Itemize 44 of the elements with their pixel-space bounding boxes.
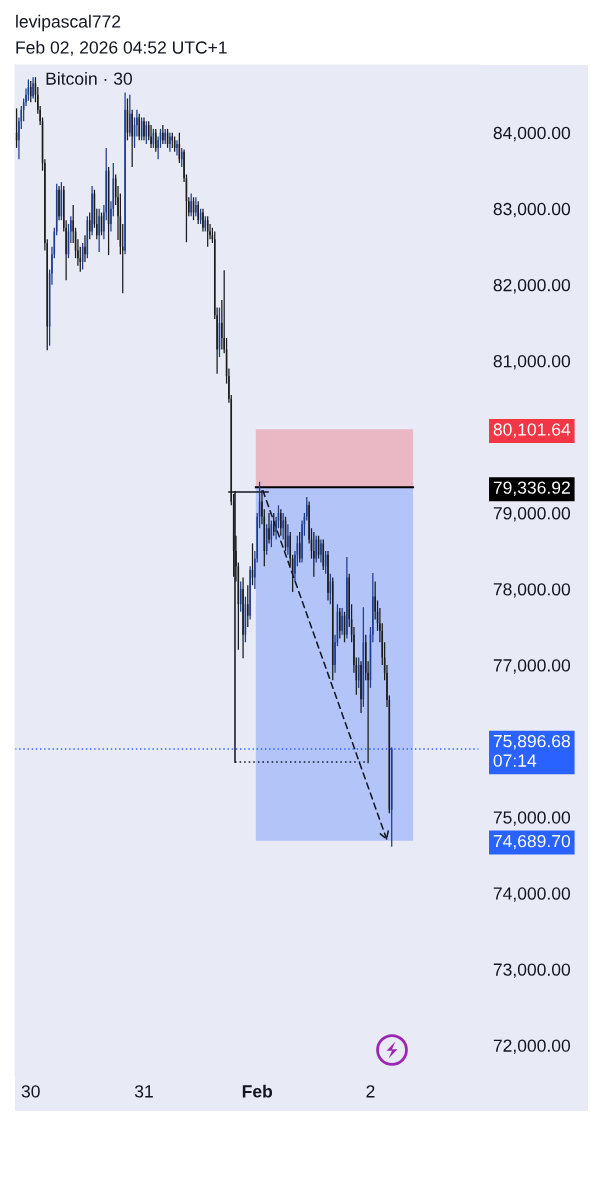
candlestick	[268, 512, 270, 545]
y-tick-label: 83,000.00	[493, 202, 571, 218]
y-tick-label: 82,000.00	[493, 278, 571, 294]
candlestick	[32, 76, 34, 100]
candlestick	[313, 531, 315, 578]
x-tick-label: 31	[134, 1085, 153, 1098]
y-tick-label: 79,000.00	[493, 507, 571, 522]
text: levipascal772	[16, 14, 121, 32]
candlestick	[247, 584, 249, 628]
y-tick-label: 81,000.00	[493, 354, 571, 370]
x-tick-label: 30	[21, 1085, 40, 1098]
chart-title: Bitcoin · 30	[46, 71, 133, 85]
y-tick-label: 74,000.00	[493, 887, 571, 902]
candlestick	[143, 116, 145, 141]
y-tick-label: 80,101.64	[493, 423, 571, 438]
candlestick	[150, 124, 152, 149]
candlestick	[164, 128, 166, 145]
y-tick-label: 78,000.00	[493, 583, 571, 598]
y-tick-label: 75,896.68 07:14	[493, 734, 570, 767]
candlestick	[242, 576, 244, 659]
x-tick-label: 2	[366, 1085, 375, 1098]
candlestick	[91, 185, 93, 236]
candlestick	[280, 508, 282, 537]
x-tick-label: Feb	[242, 1084, 273, 1098]
y-tick-label: 72,000.00	[493, 1039, 571, 1054]
candlestick	[98, 208, 100, 253]
text: Feb 02, 2026 04:52 UTC+1	[16, 40, 227, 56]
candlestick	[162, 124, 164, 145]
candlestick	[320, 538, 322, 564]
y-tick-label: 75,000.00	[493, 811, 571, 826]
candlestick	[84, 234, 86, 263]
candlestick	[287, 523, 289, 556]
y-tick-label: 77,000.00	[493, 659, 571, 674]
candlestick	[346, 556, 348, 640]
candlestick	[190, 192, 192, 217]
candlestick	[58, 185, 60, 221]
y-tick-label: 74,689.70	[493, 834, 571, 850]
candlestick	[176, 139, 178, 157]
y-tick-label: 73,000.00	[493, 963, 571, 978]
y-tick-label: 79,336.92	[493, 481, 570, 496]
candlestick	[195, 196, 197, 217]
candlestick	[360, 660, 362, 714]
candlestick	[327, 550, 329, 602]
y-tick-label: 84,000.00	[493, 126, 571, 142]
